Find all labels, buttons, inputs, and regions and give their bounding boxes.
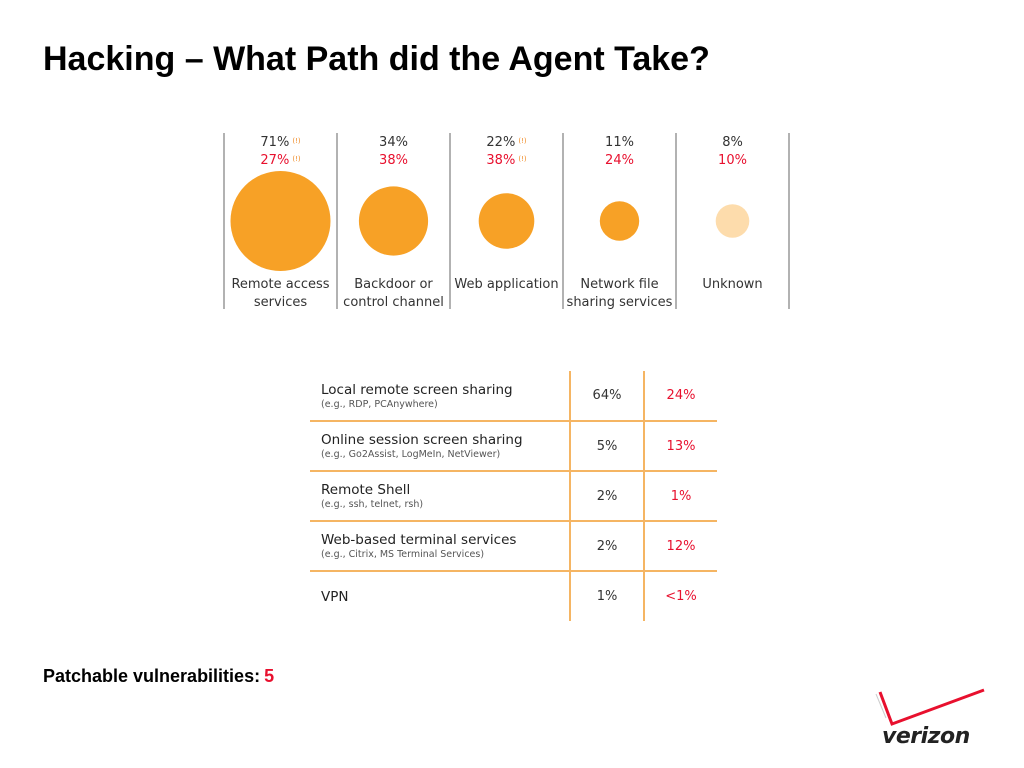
table-row: Web-based terminal services (e.g., Citrix… bbox=[310, 520, 717, 571]
method-cell: Remote Shell (e.g., ssh, telnet, rsh) bbox=[310, 470, 570, 521]
primary-value-label: 71% (!) bbox=[260, 135, 300, 150]
primary-value-label: 11% bbox=[605, 135, 634, 150]
category-label: Unknown bbox=[702, 277, 762, 292]
method-example: (e.g., Citrix, MS Terminal Services) bbox=[321, 549, 485, 560]
method-cell: VPN bbox=[310, 570, 570, 621]
page-title: Hacking – What Path did the Agent Take? bbox=[43, 40, 710, 78]
secondary-percent: 24% bbox=[643, 371, 717, 421]
primary-percent: 5% bbox=[569, 420, 644, 471]
table-row: VPN 1% <1% bbox=[310, 570, 717, 621]
method-example: (e.g., ssh, telnet, rsh) bbox=[321, 499, 424, 510]
category-label: control channel bbox=[343, 295, 444, 310]
primary-percent: 2% bbox=[569, 520, 644, 571]
category-label: sharing services bbox=[567, 295, 673, 310]
secondary-value-label: 10% bbox=[718, 153, 747, 168]
method-name: Remote Shell bbox=[321, 482, 411, 498]
verizon-logo-text: verizon bbox=[882, 724, 970, 749]
category-label: Backdoor or bbox=[354, 277, 433, 292]
secondary-percent: 1% bbox=[643, 470, 717, 521]
verizon-logo: verizon bbox=[872, 688, 990, 754]
secondary-value-label: 38% bbox=[379, 153, 408, 168]
table-row: Local remote screen sharing (e.g., RDP, P… bbox=[310, 371, 717, 421]
table-row: Online session screen sharing (e.g., Go2A… bbox=[310, 420, 717, 471]
bubble-chart: 71% (!) 27% (!) Remote access services 34% 38% B… bbox=[223, 133, 790, 310]
method-cell: Local remote screen sharing (e.g., RDP, P… bbox=[310, 371, 570, 421]
method-name: VPN bbox=[321, 588, 349, 605]
category-label: services bbox=[254, 295, 308, 310]
method-example: (e.g., Go2Assist, LogMeIn, NetViewer) bbox=[321, 449, 501, 460]
method-cell: Online session screen sharing (e.g., Go2A… bbox=[310, 420, 570, 471]
patchable-vulnerabilities: Patchable vulnerabilities: 5 bbox=[43, 666, 274, 687]
patchable-vulnerabilities-label: Patchable vulnerabilities: bbox=[43, 666, 261, 686]
remote-access-breakdown-table: Local remote screen sharing (e.g., RDP, P… bbox=[310, 371, 717, 621]
patchable-vulnerabilities-count: 5 bbox=[264, 666, 275, 686]
verizon-check-icon bbox=[875, 688, 985, 726]
primary-value-label: 8% bbox=[722, 135, 743, 150]
secondary-value-label: 27% (!) bbox=[260, 153, 300, 168]
table-row: Remote Shell (e.g., ssh, telnet, rsh) 2% 1% bbox=[310, 470, 717, 521]
category-label: Remote access bbox=[231, 277, 329, 292]
method-name: Local remote screen sharing bbox=[321, 381, 513, 398]
method-cell: Web-based terminal services (e.g., Citrix… bbox=[310, 520, 570, 571]
primary-value-label: 22% (!) bbox=[486, 135, 526, 150]
primary-value-label: 34% bbox=[379, 135, 408, 150]
category-label: Network file bbox=[580, 277, 658, 292]
secondary-value-label: 24% bbox=[605, 153, 634, 168]
secondary-value-label: 38% (!) bbox=[486, 153, 526, 168]
primary-percent: 2% bbox=[569, 470, 644, 521]
bubble bbox=[599, 201, 640, 241]
bubble bbox=[478, 193, 535, 249]
method-name: Web-based terminal services bbox=[321, 532, 517, 548]
bubble bbox=[358, 186, 429, 256]
category-label: Web application bbox=[454, 277, 558, 292]
bubble bbox=[230, 171, 331, 271]
bubble bbox=[715, 204, 750, 238]
secondary-percent: <1% bbox=[643, 570, 717, 621]
primary-percent: 64% bbox=[569, 371, 644, 421]
method-name: Online session screen sharing bbox=[321, 432, 523, 448]
method-example: (e.g., RDP, PCAnywhere) bbox=[321, 398, 438, 410]
secondary-percent: 13% bbox=[643, 420, 717, 471]
secondary-percent: 12% bbox=[643, 520, 717, 571]
primary-percent: 1% bbox=[569, 570, 644, 621]
